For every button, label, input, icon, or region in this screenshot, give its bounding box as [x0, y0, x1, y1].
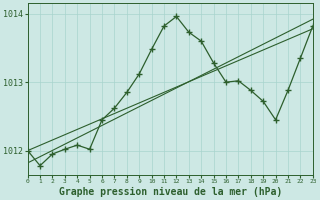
X-axis label: Graphe pression niveau de la mer (hPa): Graphe pression niveau de la mer (hPa) — [59, 186, 282, 197]
